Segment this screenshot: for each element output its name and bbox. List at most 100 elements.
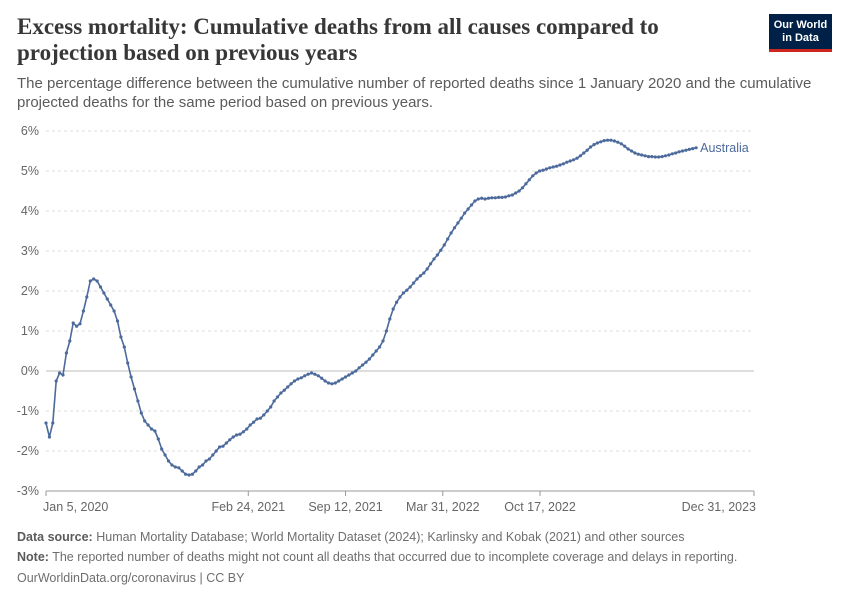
data-point: [44, 421, 48, 425]
data-point: [350, 371, 354, 375]
y-axis-tick-labels: -3% -2% -1% 0% 1% 2% 3% 4% 5% 6%: [17, 124, 39, 498]
data-point: [245, 427, 249, 431]
data-source-label: Data source:: [17, 530, 93, 544]
x-tick-label: Mar 31, 2022: [406, 500, 480, 514]
data-point: [75, 324, 79, 328]
source-url[interactable]: OurWorldinData.org/coronavirus | CC BY: [17, 570, 827, 586]
data-point: [520, 186, 525, 190]
data-point: [347, 373, 351, 377]
data-point: [102, 291, 106, 295]
y-tick-label: 4%: [21, 204, 39, 218]
data-point: [663, 154, 668, 158]
data-point: [149, 427, 154, 431]
data-point: [218, 445, 222, 449]
data-point: [146, 423, 150, 427]
data-point: [517, 189, 521, 193]
data-point: [497, 195, 501, 199]
x-tick-label: Dec 31, 2023: [682, 500, 756, 514]
data-point: [480, 196, 484, 200]
data-point: [490, 196, 494, 200]
data-point: [408, 285, 412, 289]
data-point: [384, 329, 388, 333]
data-point: [115, 319, 120, 323]
data-point: [391, 307, 395, 311]
data-point: [575, 156, 579, 160]
data-point: [340, 377, 344, 381]
data-point: [330, 382, 334, 386]
data-point: [483, 197, 487, 201]
data-point: [619, 142, 623, 146]
data-point: [486, 196, 491, 200]
data-point: [343, 375, 348, 379]
data-point: [378, 345, 382, 349]
data-point: [687, 147, 691, 151]
data-point: [275, 395, 280, 399]
chart-note: Note: The reported number of deaths migh…: [17, 549, 827, 565]
data-point: [432, 257, 436, 261]
data-point: [255, 417, 259, 421]
data-point: [190, 472, 194, 476]
data-point: [442, 243, 446, 247]
data-point: [425, 267, 429, 271]
chart-subtitle: The percentage difference between the cu…: [17, 75, 812, 111]
data-point: [299, 376, 303, 380]
y-tick-label: 1%: [21, 324, 39, 338]
data-point: [415, 277, 419, 281]
data-point: [112, 309, 116, 313]
data-point: [235, 433, 239, 437]
data-point: [476, 197, 480, 201]
y-tick-label: 0%: [21, 364, 39, 378]
data-point: [68, 339, 72, 343]
data-point: [286, 385, 290, 389]
x-axis-ticks: Jan 5, 2020 Feb 24, 2021 Sep 12, 2021 Mar 3…: [43, 490, 756, 514]
data-point: [568, 159, 572, 163]
data-point: [119, 335, 123, 339]
data-point: [337, 379, 341, 383]
data-point: [54, 379, 58, 383]
x-tick-label: Oct 17, 2022: [504, 500, 576, 514]
data-point: [78, 322, 82, 326]
data-point: [326, 381, 331, 385]
data-point: [224, 441, 228, 445]
data-point: [534, 171, 538, 175]
data-point: [241, 430, 245, 434]
data-point: [463, 211, 467, 215]
source-url-text[interactable]: OurWorldinData.org/coronavirus | CC BY: [17, 571, 245, 585]
data-point: [418, 274, 422, 278]
data-point: [367, 357, 371, 361]
data-point: [585, 148, 589, 152]
data-point: [674, 151, 678, 155]
x-tick-label: Sep 12, 2021: [308, 500, 382, 514]
data-point: [126, 361, 130, 365]
data-point: [61, 373, 65, 377]
data-point: [459, 216, 463, 220]
data-point: [514, 191, 518, 195]
series-layer: Australia: [44, 138, 749, 477]
data-point: [456, 221, 460, 225]
data-point: [204, 459, 208, 463]
data-point: [333, 381, 337, 385]
data-point: [405, 288, 409, 292]
data-point: [143, 419, 147, 423]
owid-logo[interactable]: Our World in Data: [769, 14, 832, 52]
data-point: [265, 409, 269, 413]
data-point: [364, 360, 368, 364]
y-tick-label: -3%: [17, 484, 39, 498]
data-point: [449, 231, 453, 235]
data-point: [609, 138, 613, 142]
data-point: [640, 153, 644, 157]
data-point: [262, 413, 266, 417]
data-point: [548, 166, 552, 170]
data-point: [401, 291, 405, 295]
data-point: [88, 279, 92, 283]
data-point: [129, 375, 133, 379]
data-point: [626, 147, 630, 151]
data-point: [558, 163, 562, 167]
data-point: [629, 149, 634, 153]
data-point: [85, 295, 89, 299]
data-point: [323, 379, 327, 383]
data-point: [58, 371, 62, 375]
data-point: [446, 237, 450, 241]
y-tick-label: -1%: [17, 404, 39, 418]
data-point: [599, 140, 603, 144]
